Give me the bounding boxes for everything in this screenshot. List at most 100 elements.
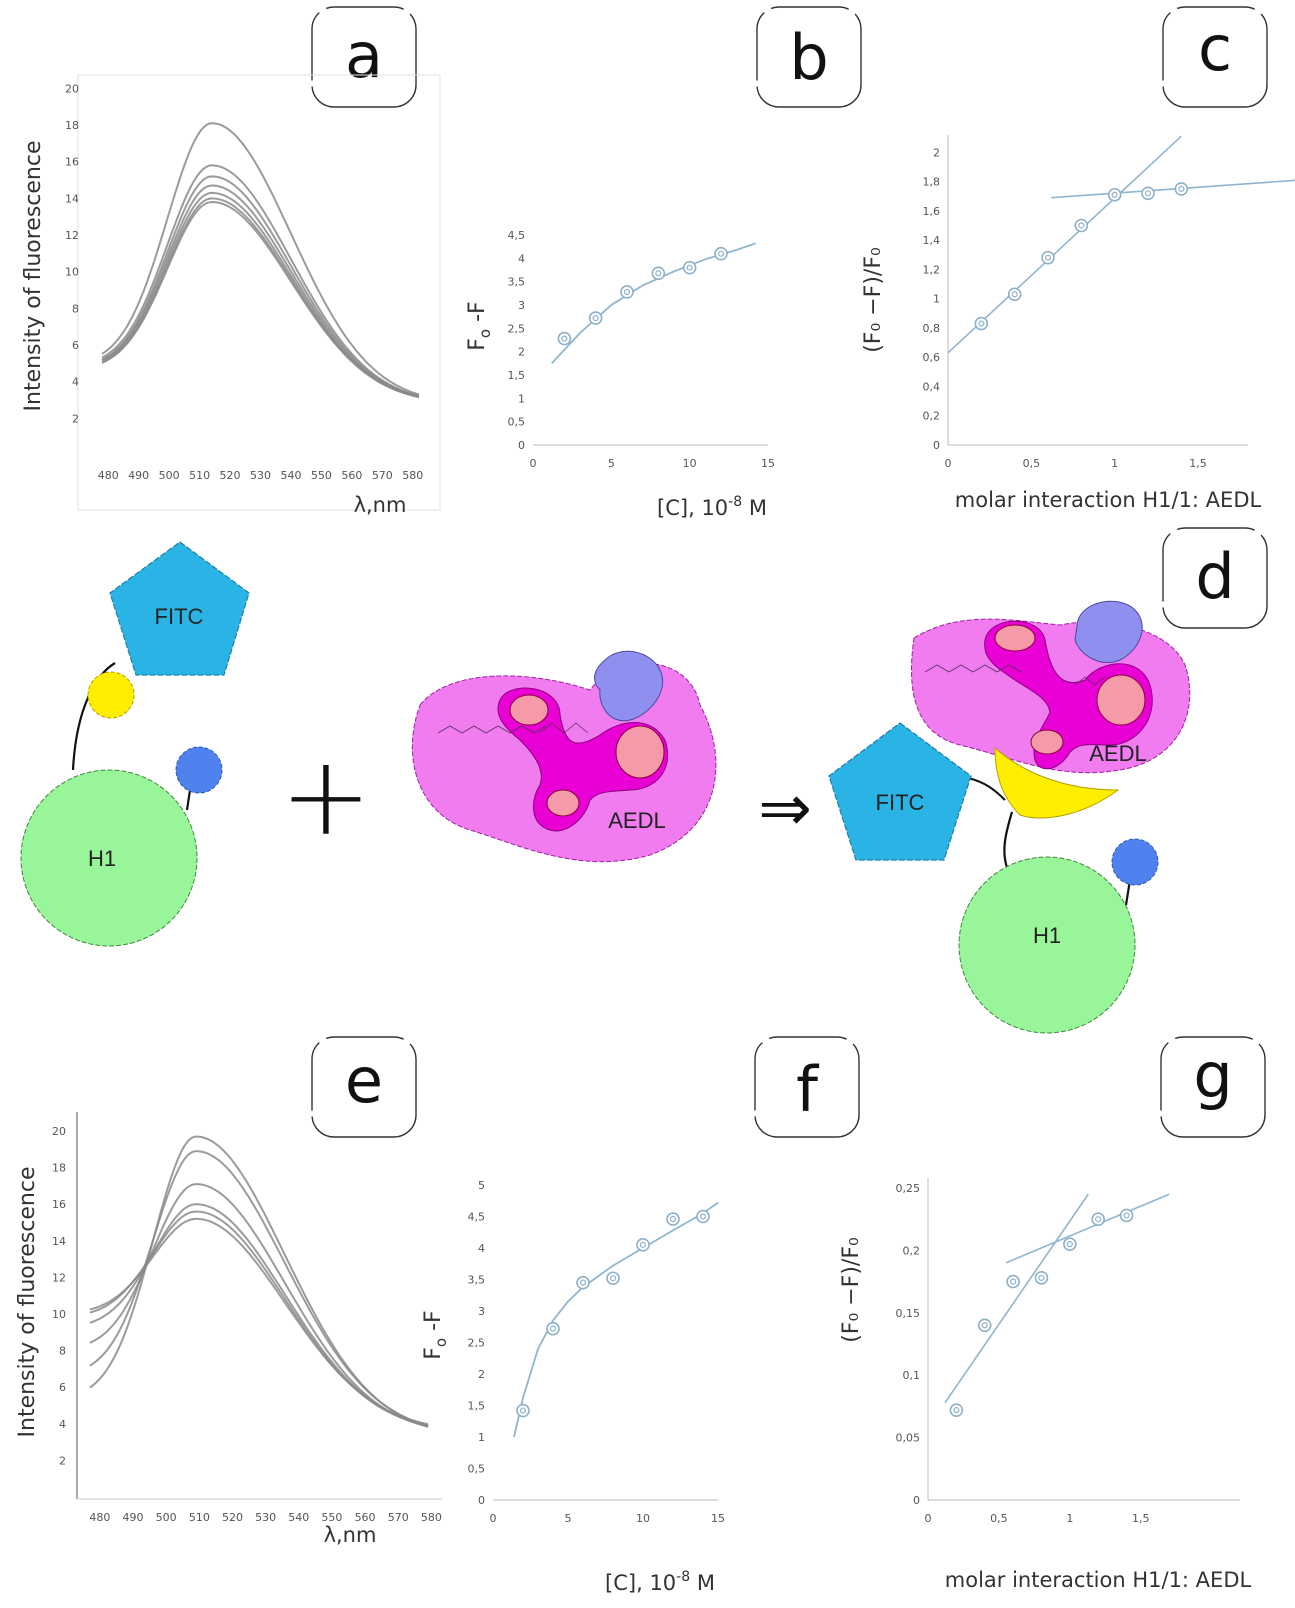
- b-y-tick-label: 2: [518, 346, 525, 359]
- b-y-tick-label: 1: [518, 392, 525, 405]
- e-x-tick-label: 560: [355, 1511, 376, 1524]
- g-x-tick-label: 0,5: [990, 1512, 1008, 1525]
- chart-e-ylabel: Intensity of fluorescence: [15, 1167, 40, 1438]
- f-data-point-6-inner: [669, 1215, 677, 1223]
- f-data-point-7: [696, 1209, 710, 1224]
- g-fit-line-1: [944, 1193, 1089, 1404]
- f-y-tick-label: 4,5: [468, 1211, 486, 1224]
- g-data-point-6-inner: [1095, 1216, 1102, 1223]
- c-data-point-5-inner: [1111, 191, 1118, 198]
- f-y-tick-label: 4: [478, 1242, 485, 1255]
- chart-b-plot: 0 5 10 15 0 0,5 1 1,5 2 2,5 3 3,5 4 4,5: [508, 229, 776, 470]
- b-y-tick-label: 1,5: [508, 369, 526, 382]
- c-y-tick-label: 1,2: [923, 263, 941, 276]
- chart-f-xlabel: [C], 10-8 M: [605, 1569, 715, 1595]
- svg-text:d: d: [1195, 540, 1234, 613]
- b-y-tick-label: 2,5: [508, 322, 526, 335]
- f-x-tick-label: 10: [636, 1512, 650, 1525]
- e-x-tick-label: 490: [123, 1511, 144, 1524]
- scatter-panel-f: 0 5 10 15 0 0,5 1 1,5 2 2,5 3 3,5 4 4,5 5 Fo -F [C], 1…: [421, 1179, 725, 1595]
- g-x-tick-label: 0: [925, 1512, 932, 1525]
- e-spectrum-line-3: [89, 1183, 429, 1428]
- c-data-point-7: [1174, 182, 1189, 196]
- a-x-tick-label: 530: [250, 469, 271, 482]
- reaction-arrow-icon: ⇒: [758, 772, 812, 846]
- f-y-tick-label: 0: [478, 1494, 485, 1507]
- fitc-pentagon: [828, 722, 972, 861]
- h1-circle: [958, 856, 1136, 1034]
- a-spectrum-line-7: [101, 200, 420, 399]
- b-data-point-5-inner: [686, 264, 693, 271]
- b-y-tick-label: 4,5: [508, 229, 526, 242]
- f-data-point-1-inner: [519, 1407, 527, 1414]
- h1-circle: [20, 769, 198, 947]
- g-data-point-7: [1119, 1208, 1134, 1223]
- f-x-tick-label: 5: [565, 1512, 572, 1525]
- c-data-point-3: [1041, 250, 1055, 265]
- e-x-tick-label: 530: [255, 1511, 276, 1524]
- a-x-tick-label: 490: [128, 469, 149, 482]
- b-data-point-2-inner: [592, 314, 599, 322]
- aedl-core: [497, 687, 669, 832]
- panel-letter-b: b: [756, 6, 862, 108]
- aedl-core: [984, 620, 1153, 770]
- b-data-point-5: [682, 260, 697, 275]
- g-x-tick-label: 1: [1066, 1512, 1073, 1525]
- a-y-tick-label: 2: [72, 412, 79, 425]
- svg-text:AEDL: AEDL: [608, 808, 665, 833]
- g-data-point-5-inner: [1066, 1241, 1073, 1248]
- a-y-tick-label: 10: [65, 266, 79, 279]
- panel-letter-g: g: [1160, 1036, 1266, 1138]
- f-x-tick-label: 0: [490, 1512, 497, 1525]
- chart-b-xlabel: [C], 10-8 M: [657, 494, 767, 520]
- e-x-tick-label: 520: [222, 1511, 243, 1524]
- e-y-tick-label: 20: [52, 1125, 66, 1138]
- a-y-tick-label: 16: [65, 156, 79, 169]
- e-x-tick-label: 500: [156, 1511, 177, 1524]
- fitc-pentagon: [109, 541, 250, 676]
- e-x-tick-label: 480: [89, 1511, 110, 1524]
- aedl-blue-group: [594, 650, 664, 722]
- a-y-tick-label: 8: [72, 302, 79, 315]
- c-x-tick-label: 1: [1111, 457, 1118, 470]
- svg-text:a: a: [345, 19, 383, 92]
- c-y-tick-label: 2: [933, 146, 940, 159]
- g-data-point-1: [949, 1403, 964, 1417]
- e-x-tick-label: 540: [288, 1511, 309, 1524]
- aedl-blue-group: [1074, 600, 1143, 663]
- yellow-dot: [87, 671, 135, 719]
- scheme-left-complex: FITC H1: [20, 541, 250, 947]
- g-y-tick-label: 0: [913, 1494, 920, 1507]
- chart-b-ylabel: Fo -F: [465, 301, 494, 350]
- g-data-point-4: [1034, 1271, 1049, 1285]
- g-data-point-2: [977, 1318, 992, 1333]
- c-data-point-4: [1074, 218, 1089, 233]
- f-y-tick-label: 2: [478, 1368, 485, 1381]
- g-fit-line-2: [1005, 1193, 1170, 1264]
- aedl-spot: [546, 789, 580, 817]
- f-data-point-2-inner: [549, 1325, 557, 1332]
- c-y-tick-label: 0,8: [923, 322, 941, 335]
- panel-letter-c: c: [1162, 6, 1268, 108]
- chart-c-plot: 0 0,5 1 1,5 0 0,2 0,4 0,6 0,8 1 1,2 1,4 1,6 1,8 2: [923, 135, 1295, 470]
- panel-letter-d: d: [1162, 527, 1268, 629]
- g-x-tick-label: 1,5: [1132, 1512, 1150, 1525]
- f-y-tick-label: 3: [478, 1305, 485, 1318]
- f-y-tick-label: 3,5: [468, 1274, 486, 1287]
- c-y-tick-label: 0: [933, 439, 940, 452]
- blue-dot: [1111, 838, 1159, 886]
- chart-e-xlabel: λ,nm: [324, 1523, 377, 1547]
- g-y-tick-label: 0,2: [903, 1244, 921, 1257]
- b-data-point-6: [714, 246, 728, 261]
- chart-g-plot: 0 0,5 1 1,5 0 0,05 0,1 0,15 0,2 0,25: [896, 1178, 1240, 1525]
- a-x-tick-label: 550: [311, 469, 332, 482]
- f-y-tick-label: 1,5: [468, 1400, 486, 1413]
- c-data-point-4-inner: [1078, 222, 1085, 229]
- aedl-spot: [994, 624, 1036, 652]
- chart-a-xlabel: λ,nm: [354, 493, 407, 517]
- c-y-tick-label: 0,6: [923, 351, 941, 364]
- b-x-tick-label: 5: [608, 457, 615, 470]
- scatter-panel-b: 0 5 10 15 0 0,5 1 1,5 2 2,5 3 3,5 4 4,5 Fo -F [C], 10…: [465, 229, 775, 520]
- b-y-tick-label: 0,5: [508, 416, 526, 429]
